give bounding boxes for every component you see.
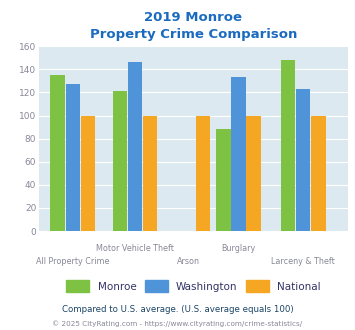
Bar bbox=[231, 77, 246, 231]
Bar bbox=[50, 75, 65, 231]
Text: Motor Vehicle Theft: Motor Vehicle Theft bbox=[96, 244, 174, 253]
Bar bbox=[296, 89, 311, 231]
Bar bbox=[311, 115, 326, 231]
Bar bbox=[216, 129, 230, 231]
Bar bbox=[281, 60, 295, 231]
Bar bbox=[143, 115, 157, 231]
Legend: Monroe, Washington, National: Monroe, Washington, National bbox=[62, 276, 325, 296]
Text: Burglary: Burglary bbox=[222, 244, 256, 253]
Title: 2019 Monroe
Property Crime Comparison: 2019 Monroe Property Crime Comparison bbox=[90, 11, 297, 41]
Bar bbox=[196, 115, 211, 231]
Bar bbox=[81, 115, 95, 231]
Bar bbox=[113, 91, 127, 231]
Bar bbox=[128, 62, 142, 231]
Text: Compared to U.S. average. (U.S. average equals 100): Compared to U.S. average. (U.S. average … bbox=[62, 305, 293, 314]
Bar bbox=[66, 84, 80, 231]
Text: © 2025 CityRating.com - https://www.cityrating.com/crime-statistics/: © 2025 CityRating.com - https://www.city… bbox=[53, 320, 302, 327]
Text: Arson: Arson bbox=[176, 257, 200, 266]
Bar bbox=[246, 115, 261, 231]
Text: All Property Crime: All Property Crime bbox=[36, 257, 109, 266]
Text: Larceny & Theft: Larceny & Theft bbox=[272, 257, 335, 266]
